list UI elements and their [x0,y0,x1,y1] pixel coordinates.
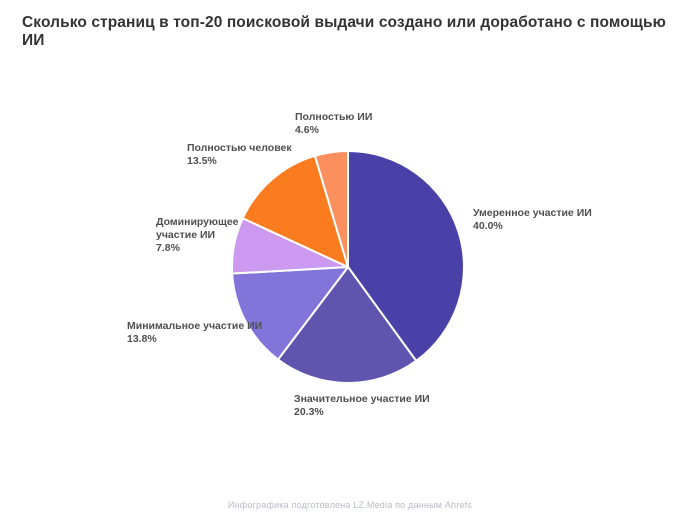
pie-label-1: Значительное участие ИИ 20.3% [294,393,430,419]
pie-label-name: Доминирующее [156,216,239,228]
pie-slice-2[interactable] [231,266,349,361]
pie-label-name: участие ИИ [156,229,216,241]
pie-label-name: Умеренное участие ИИ [473,207,592,219]
pie-label-percent: 40.0% [473,220,503,232]
footer-credit: Инфографика подготовлена LZ.Media по дан… [227,500,473,510]
pie-slice-1[interactable] [277,266,418,384]
pie-label-5: Полностью ИИ 4.6% [295,111,372,137]
pie-label-3: Доминирующее участие ИИ 7.8% [156,216,239,255]
pie-label-4: Полностью человек 13.5% [187,142,292,168]
pie-label-percent: 13.8% [127,333,157,345]
pie-slice-0[interactable] [347,150,465,362]
pie-label-percent: 4.6% [295,124,319,136]
pie-label-name: Полностью человек [187,142,292,154]
pie-label-percent: 13.5% [187,155,217,167]
pie-label-percent: 20.3% [294,406,324,418]
pie-label-name: Минимальное участие ИИ [127,320,263,332]
pie-slice-4[interactable] [241,154,349,268]
pie-slice-5[interactable] [313,150,349,268]
pie-label-name: Значительное участие ИИ [294,393,430,405]
chart-title: Сколько страниц в топ-20 поисковой выдач… [22,14,666,49]
pie-label-percent: 7.8% [156,242,180,254]
pie-label-name: Полностью ИИ [295,111,373,123]
pie-label-0: Умеренное участие ИИ 40.0% [473,207,592,233]
pie-label-2: Минимальное участие ИИ 13.8% [127,320,262,346]
